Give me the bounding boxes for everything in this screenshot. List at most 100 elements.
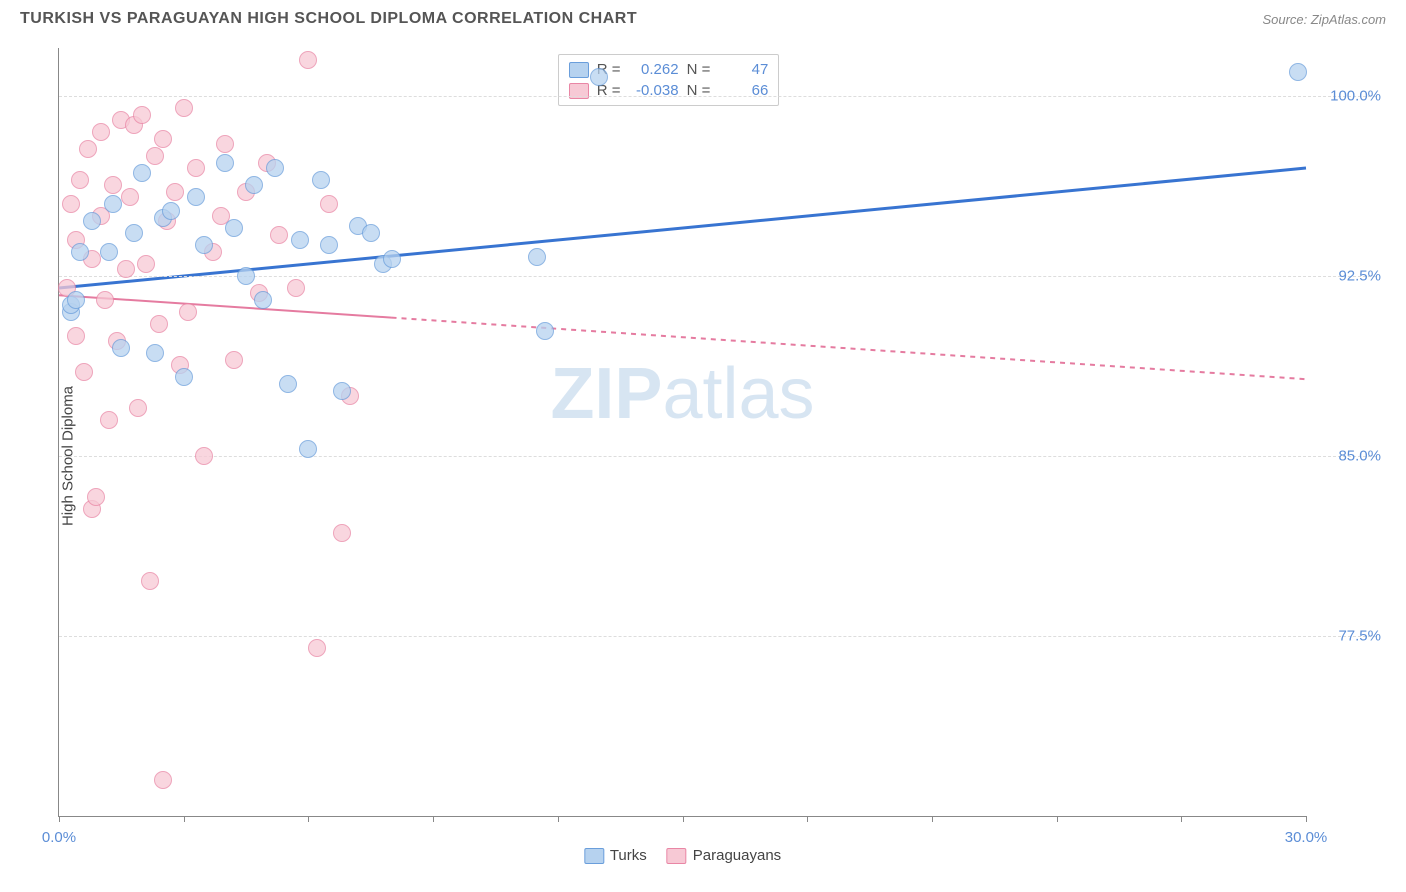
swatch-turks [584,848,604,864]
data-point[interactable] [83,212,101,230]
data-point[interactable] [216,135,234,153]
data-point[interactable] [266,159,284,177]
data-point[interactable] [245,176,263,194]
data-point[interactable] [112,339,130,357]
data-point[interactable] [320,236,338,254]
data-point[interactable] [299,51,317,69]
gridline [59,276,1376,277]
x-tick [1306,816,1307,822]
data-point[interactable] [141,572,159,590]
x-tick [184,816,185,822]
data-point[interactable] [333,524,351,542]
y-tick-label: 85.0% [1311,448,1381,465]
chart-container: High School Diploma ZIPatlas R = 0.262 N… [20,40,1386,872]
x-tick [1057,816,1058,822]
n-label: N = [687,61,711,78]
data-point[interactable] [125,224,143,242]
data-point[interactable] [166,183,184,201]
gridline [59,96,1376,97]
data-point[interactable] [96,291,114,309]
y-tick-label: 92.5% [1311,268,1381,285]
data-point[interactable] [333,382,351,400]
data-point[interactable] [254,291,272,309]
x-tick [59,816,60,822]
data-point[interactable] [87,488,105,506]
data-point[interactable] [299,440,317,458]
data-point[interactable] [104,176,122,194]
data-point[interactable] [279,375,297,393]
x-tick [932,816,933,822]
data-point[interactable] [154,130,172,148]
data-point[interactable] [312,171,330,189]
data-point[interactable] [270,226,288,244]
legend-label: Paraguayans [693,847,781,864]
data-point[interactable] [71,171,89,189]
data-point[interactable] [195,447,213,465]
data-point[interactable] [308,639,326,657]
bottom-legend: Turks Paraguayans [584,847,781,864]
data-point[interactable] [117,260,135,278]
y-tick-label: 100.0% [1311,88,1381,105]
data-point[interactable] [79,140,97,158]
data-point[interactable] [104,195,122,213]
data-point[interactable] [179,303,197,321]
data-point[interactable] [133,106,151,124]
data-point[interactable] [150,315,168,333]
legend-label: Turks [610,847,647,864]
data-point[interactable] [225,351,243,369]
x-tick [433,816,434,822]
data-point[interactable] [1289,63,1307,81]
trend-lines [59,48,1306,816]
data-point[interactable] [362,224,380,242]
data-point[interactable] [62,195,80,213]
data-point[interactable] [383,250,401,268]
data-point[interactable] [528,248,546,266]
y-tick-label: 77.5% [1311,628,1381,645]
n-value-turks: 47 [718,61,768,78]
source-link[interactable]: Source: ZipAtlas.com [1262,12,1386,27]
data-point[interactable] [536,322,554,340]
data-point[interactable] [195,236,213,254]
data-point[interactable] [67,327,85,345]
data-point[interactable] [100,243,118,261]
data-point[interactable] [129,399,147,417]
x-tick-label: 0.0% [42,829,76,846]
data-point[interactable] [237,267,255,285]
data-point[interactable] [291,231,309,249]
x-tick [683,816,684,822]
data-point[interactable] [287,279,305,297]
data-point[interactable] [121,188,139,206]
data-point[interactable] [137,255,155,273]
data-point[interactable] [590,68,608,86]
data-point[interactable] [162,202,180,220]
data-point[interactable] [67,291,85,309]
chart-title: TURKISH VS PARAGUAYAN HIGH SCHOOL DIPLOM… [20,10,637,28]
data-point[interactable] [187,188,205,206]
data-point[interactable] [175,368,193,386]
gridline [59,456,1376,457]
x-tick [558,816,559,822]
x-tick [1181,816,1182,822]
data-point[interactable] [225,219,243,237]
x-tick [308,816,309,822]
data-point[interactable] [133,164,151,182]
x-tick [807,816,808,822]
data-point[interactable] [92,123,110,141]
data-point[interactable] [71,243,89,261]
r-value-turks: 0.262 [629,61,679,78]
swatch-paraguayans [667,848,687,864]
data-point[interactable] [154,771,172,789]
data-point[interactable] [187,159,205,177]
data-point[interactable] [216,154,234,172]
legend-item-paraguayans[interactable]: Paraguayans [667,847,781,864]
x-tick-label: 30.0% [1285,829,1328,846]
data-point[interactable] [146,344,164,362]
swatch-turks [569,62,589,78]
data-point[interactable] [100,411,118,429]
data-point[interactable] [146,147,164,165]
gridline [59,636,1376,637]
data-point[interactable] [175,99,193,117]
data-point[interactable] [75,363,93,381]
data-point[interactable] [320,195,338,213]
legend-item-turks[interactable]: Turks [584,847,647,864]
